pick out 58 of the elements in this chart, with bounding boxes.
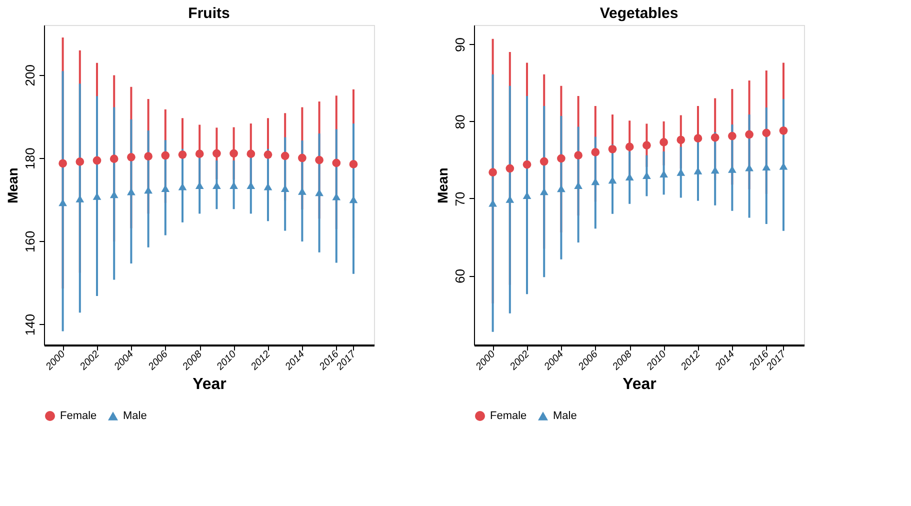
point <box>642 141 651 150</box>
legend-label: Female <box>490 410 527 422</box>
point <box>246 150 256 158</box>
point <box>76 158 84 166</box>
point <box>144 152 152 160</box>
y-tick-label: 90 <box>452 38 468 52</box>
point <box>127 152 136 162</box>
y-axis-title: Mean <box>4 168 20 204</box>
x-axis-title: Year <box>622 376 656 393</box>
point <box>728 132 736 140</box>
point <box>745 164 754 172</box>
point <box>178 150 187 159</box>
point <box>58 159 67 168</box>
point <box>762 128 771 138</box>
point <box>332 158 341 168</box>
point <box>127 188 136 196</box>
point <box>625 142 634 152</box>
point <box>608 144 617 154</box>
point <box>506 164 514 173</box>
y-tick-label: 160 <box>22 230 38 252</box>
y-tick-label: 80 <box>452 114 468 130</box>
chart-title: Fruits <box>188 5 230 22</box>
point <box>332 193 341 200</box>
point <box>745 130 754 139</box>
point <box>195 150 204 158</box>
x-axis-title: Year <box>192 376 226 393</box>
point <box>676 136 686 144</box>
y-tick-label: 70 <box>452 192 468 206</box>
point <box>161 151 170 160</box>
y-axis-title: Mean <box>434 168 450 204</box>
chart-title: Vegetables <box>600 5 678 22</box>
point <box>710 133 720 142</box>
legend-label: Male <box>553 410 577 422</box>
point <box>574 151 582 160</box>
point <box>92 156 102 165</box>
y-tick-label: 200 <box>22 64 38 86</box>
legend-label: Male <box>123 410 147 422</box>
y-tick-label: 140 <box>22 314 38 336</box>
point <box>349 160 358 168</box>
point <box>315 156 324 164</box>
point <box>488 168 497 176</box>
point <box>230 149 238 158</box>
point <box>264 150 272 159</box>
legend-label: Female <box>60 410 97 422</box>
point <box>591 148 600 156</box>
point <box>557 154 566 163</box>
y-tick-label: 60 <box>452 268 468 284</box>
point <box>212 149 221 158</box>
point <box>676 168 686 176</box>
point <box>694 134 702 143</box>
point <box>779 126 788 135</box>
y-tick-label: 180 <box>22 148 38 170</box>
point <box>110 154 118 163</box>
point <box>522 160 532 169</box>
point <box>298 154 306 162</box>
point <box>540 157 548 166</box>
point <box>280 152 290 160</box>
point <box>660 138 668 146</box>
